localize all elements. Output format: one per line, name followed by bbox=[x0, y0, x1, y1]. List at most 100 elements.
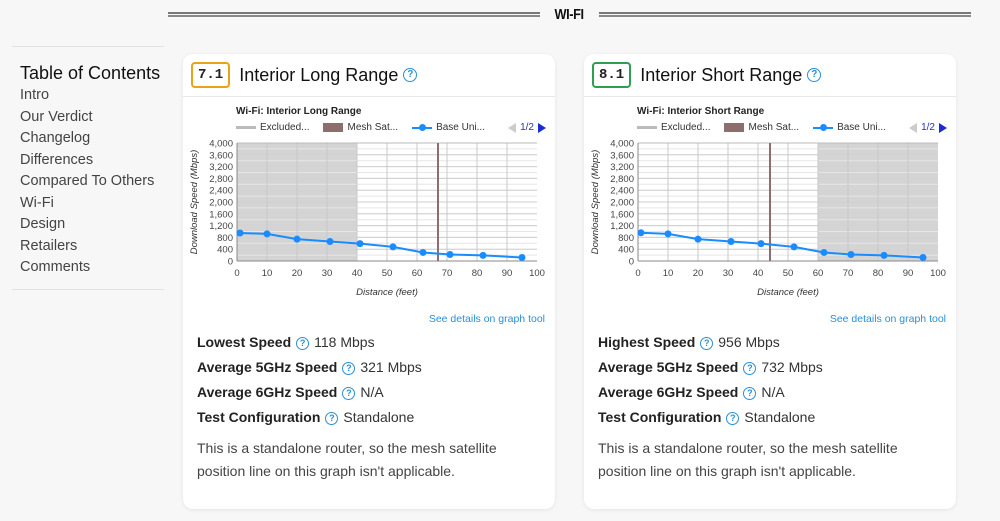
chart-legend: Excluded... Mesh Sat... Base Uni... 1/2 bbox=[637, 122, 947, 133]
toc-item-intro[interactable]: Intro bbox=[20, 87, 50, 103]
stat-row: Lowest Speed? 118 Mbps bbox=[197, 334, 375, 350]
mesh-swatch-icon bbox=[323, 123, 344, 132]
legend-item-base[interactable]: Base Uni... bbox=[412, 122, 485, 133]
card-header: 8.1 Interior Short Range ? bbox=[584, 54, 956, 97]
svg-text:0: 0 bbox=[228, 257, 233, 268]
base-swatch-icon bbox=[813, 123, 834, 131]
toc-item-changelog[interactable]: Changelog bbox=[20, 130, 91, 146]
card-title: Interior Short Range bbox=[640, 64, 803, 85]
svg-text:2,800: 2,800 bbox=[209, 174, 233, 185]
data-point[interactable] bbox=[727, 238, 735, 246]
svg-text:800: 800 bbox=[618, 233, 634, 244]
legend-item-mesh[interactable]: Mesh Sat... bbox=[724, 122, 799, 133]
toc-item-retailers[interactable]: Retailers bbox=[20, 237, 78, 254]
stat-row: Average 5GHz Speed? 321 Mbps bbox=[197, 359, 422, 375]
card-note: This is a standalone router, so the mesh… bbox=[598, 440, 898, 479]
card-title: Interior Long Range bbox=[239, 64, 399, 85]
svg-text:0: 0 bbox=[234, 268, 239, 279]
card-header: 7.1 Interior Long Range ? bbox=[183, 54, 555, 97]
stat-row: Test Configuration? Standalone bbox=[598, 409, 816, 425]
svg-text:60: 60 bbox=[813, 268, 824, 279]
card-interior-short-range: 8.1 Interior Short Range ? 0 400 800 1,200 1… bbox=[584, 54, 956, 509]
data-point[interactable] bbox=[694, 235, 702, 243]
data-point[interactable] bbox=[637, 229, 645, 237]
help-icon[interactable]: ? bbox=[296, 336, 310, 350]
help-icon[interactable]: ? bbox=[743, 361, 757, 375]
help-icon[interactable]: ? bbox=[342, 361, 356, 375]
chart: 0 400 800 1,200 1,600 2,000 2,400 2,800 3,200 3,6… bbox=[584, 97, 956, 307]
legend-pager: 1/2 bbox=[909, 122, 947, 133]
prev-page-icon[interactable] bbox=[508, 122, 517, 133]
data-point[interactable] bbox=[389, 243, 397, 251]
stat-row: Test Configuration? Standalone bbox=[197, 409, 415, 425]
toc-title: Table of Contents bbox=[20, 63, 161, 83]
graph-tool-link[interactable]: See details on graph tool bbox=[428, 313, 545, 325]
svg-text:0: 0 bbox=[635, 268, 640, 279]
toc-item-wifi[interactable]: Wi-Fi bbox=[20, 194, 54, 211]
toc-item-our-verdict[interactable]: Our Verdict bbox=[20, 108, 93, 125]
data-point[interactable] bbox=[880, 251, 888, 259]
section-title: WI-FI bbox=[554, 5, 585, 23]
section-header: WI-FI bbox=[168, 0, 971, 28]
svg-text:3,200: 3,200 bbox=[610, 162, 634, 173]
svg-text:80: 80 bbox=[472, 268, 483, 279]
score-badge: 7.1 bbox=[191, 62, 231, 88]
graph-tool-link[interactable]: See details on graph tool bbox=[829, 313, 946, 325]
help-icon[interactable]: ? bbox=[403, 68, 418, 82]
help-icon[interactable]: ? bbox=[342, 386, 356, 400]
data-point[interactable] bbox=[479, 251, 487, 259]
svg-text:30: 30 bbox=[322, 268, 333, 279]
prev-page-icon[interactable] bbox=[909, 122, 918, 133]
help-icon[interactable]: ? bbox=[807, 68, 822, 82]
svg-text:Download Speed (Mbps): Download Speed (Mbps) bbox=[590, 150, 601, 255]
toc-item-design[interactable]: Design bbox=[20, 216, 66, 232]
data-point[interactable] bbox=[293, 235, 301, 243]
toc-item-compared[interactable]: Compared To Others bbox=[20, 173, 155, 189]
svg-text:100: 100 bbox=[529, 268, 545, 279]
svg-text:400: 400 bbox=[217, 245, 233, 256]
next-page-icon[interactable] bbox=[939, 122, 947, 133]
data-point[interactable] bbox=[236, 229, 244, 237]
help-icon[interactable]: ? bbox=[700, 336, 714, 350]
data-point[interactable] bbox=[446, 251, 454, 259]
legend-item-excluded[interactable]: Excluded... bbox=[637, 122, 710, 133]
legend-pager: 1/2 bbox=[508, 122, 546, 133]
legend-item-mesh[interactable]: Mesh Sat... bbox=[323, 122, 398, 133]
chart-title: Wi-Fi: Interior Short Range bbox=[637, 106, 765, 117]
data-point[interactable] bbox=[419, 248, 427, 256]
data-point[interactable] bbox=[757, 240, 765, 248]
svg-text:Distance (feet): Distance (feet) bbox=[757, 287, 819, 298]
help-icon[interactable]: ? bbox=[743, 386, 757, 400]
legend-item-excluded[interactable]: Excluded... bbox=[236, 122, 309, 133]
svg-text:1,200: 1,200 bbox=[610, 221, 634, 232]
svg-text:4,000: 4,000 bbox=[610, 139, 634, 150]
data-point[interactable] bbox=[790, 243, 798, 251]
svg-text:40: 40 bbox=[753, 268, 764, 279]
data-point[interactable] bbox=[518, 254, 526, 262]
chart: 0 400 800 1,200 1,600 2,000 2,400 2,800 3,200 3,6… bbox=[183, 97, 555, 307]
data-point[interactable] bbox=[263, 230, 271, 238]
next-page-icon[interactable] bbox=[538, 122, 546, 133]
toc-item-comments[interactable]: Comments bbox=[20, 259, 91, 275]
base-swatch-icon bbox=[412, 123, 433, 131]
chart-plot: 04008001,2001,6002,0002,4002,8003,2003,6… bbox=[590, 139, 946, 299]
toc-item-differences[interactable]: Differences bbox=[20, 151, 94, 168]
data-point[interactable] bbox=[919, 254, 927, 262]
data-point[interactable] bbox=[847, 251, 855, 259]
help-icon[interactable]: ? bbox=[325, 411, 339, 425]
chart-legend: Excluded... Mesh Sat... Base Uni... 1/2 bbox=[236, 122, 546, 133]
svg-text:30: 30 bbox=[723, 268, 734, 279]
help-icon[interactable]: ? bbox=[726, 411, 740, 425]
svg-text:80: 80 bbox=[873, 268, 884, 279]
legend-item-base[interactable]: Base Uni... bbox=[813, 122, 886, 133]
data-point[interactable] bbox=[326, 238, 334, 246]
svg-text:90: 90 bbox=[903, 268, 914, 279]
data-point[interactable] bbox=[356, 240, 364, 248]
stat-row: Average 5GHz Speed? 732 Mbps bbox=[598, 359, 823, 375]
stat-row: Average 6GHz Speed? N/A bbox=[598, 384, 785, 400]
svg-text:1,600: 1,600 bbox=[610, 209, 634, 220]
data-point[interactable] bbox=[820, 248, 828, 256]
svg-text:2,000: 2,000 bbox=[209, 198, 233, 209]
svg-text:60: 60 bbox=[412, 268, 423, 279]
data-point[interactable] bbox=[664, 230, 672, 238]
